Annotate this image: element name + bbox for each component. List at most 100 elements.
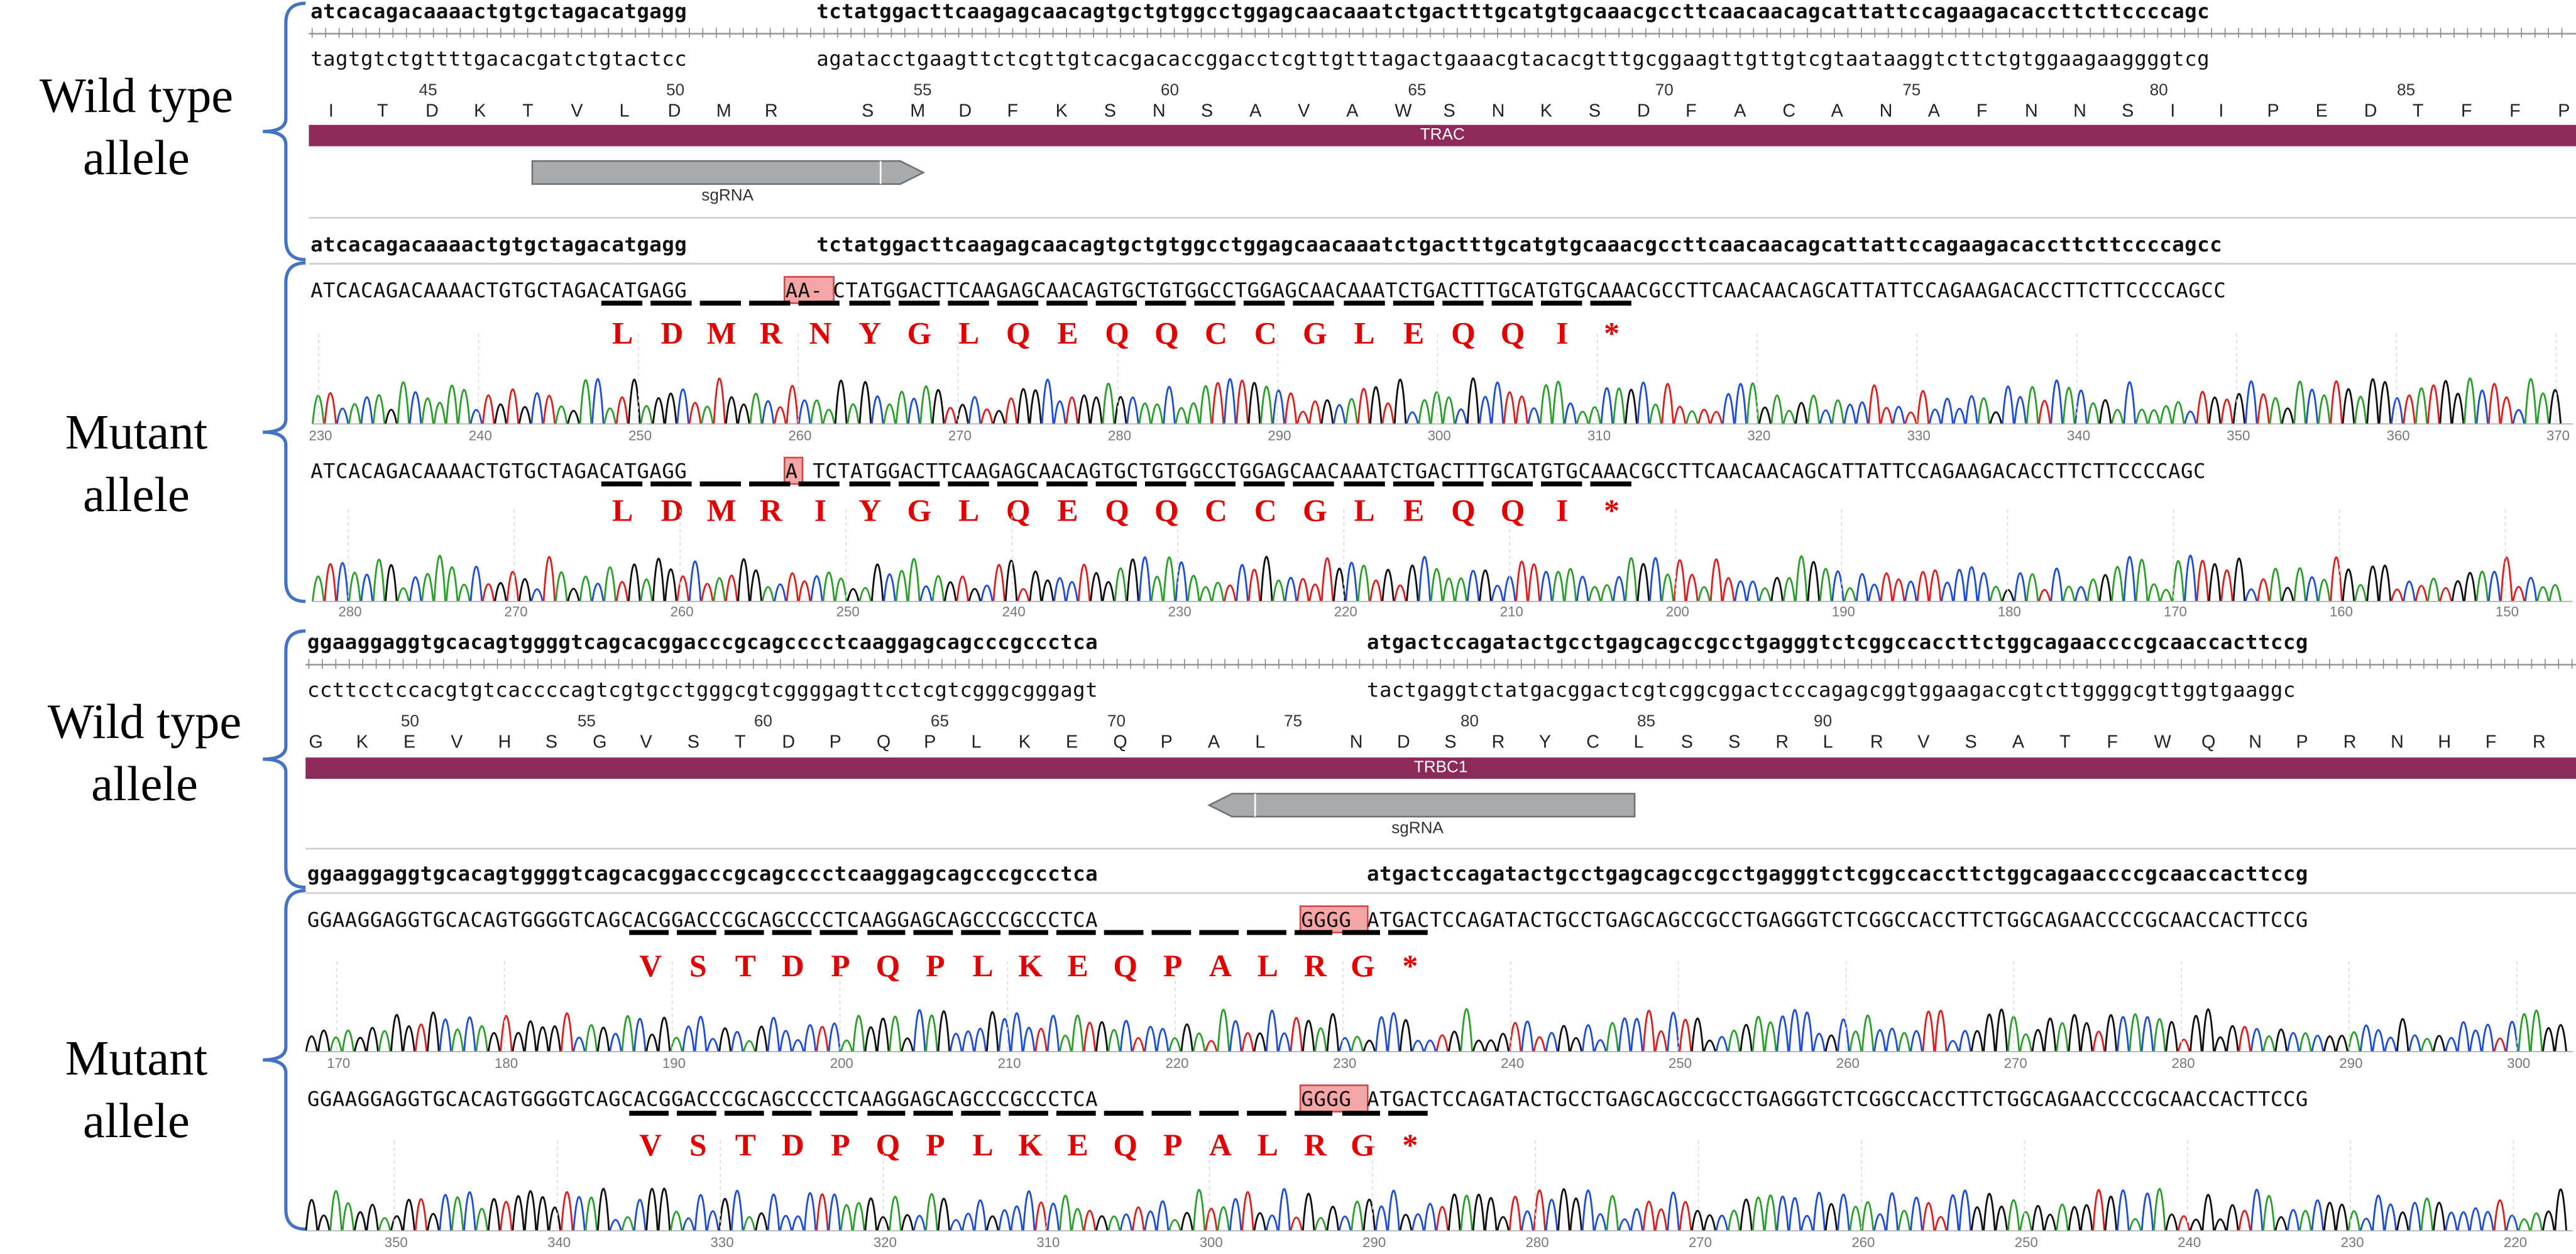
trace-peak	[2432, 1201, 2446, 1231]
trace-peak	[1691, 1209, 1704, 1231]
trace-peak	[998, 1018, 1011, 1052]
codon-underline	[1293, 300, 1335, 306]
trace-peak	[567, 409, 580, 424]
trace-peak	[949, 1219, 963, 1231]
trace-peak	[985, 1215, 999, 1231]
trace-peak	[1387, 1189, 1400, 1231]
trace-peak	[1090, 572, 1103, 602]
trace-peak	[1751, 1016, 1765, 1052]
trace-peak	[1594, 1213, 1607, 1231]
trace-peak	[1022, 1190, 1036, 1231]
trace-peak	[390, 1215, 403, 1231]
trace-peak	[1150, 576, 1164, 602]
trace-peak	[341, 1029, 355, 1052]
trace-peak	[1812, 1032, 1826, 1052]
trace-peak	[1849, 1030, 1863, 1052]
codon-underline	[601, 300, 643, 306]
ref-bottom-strand-left: tagtgtctgttttgacacgatctgtactcc	[310, 46, 688, 71]
amino-acid-label: I	[1556, 317, 1569, 352]
trace-peak	[1831, 570, 1844, 602]
position-number: 65	[1408, 82, 1427, 101]
trace-peak	[791, 1215, 804, 1231]
trace-peak	[2019, 1033, 2032, 1052]
trace-peak	[1843, 587, 1857, 602]
translation-aa: R	[2343, 732, 2357, 753]
trace-peak	[2257, 393, 2270, 424]
trace-peak	[1843, 404, 1857, 424]
read2-seq-right: TCTATGGACTTCAAGAGCAACAGTGCTGTGGCCTGGAGCA…	[800, 458, 2206, 483]
amino-acid-label: T	[735, 1128, 756, 1163]
amino-acid-label: R	[759, 317, 782, 352]
trace-peak	[1411, 1213, 1425, 1231]
trace-tick-label: 210	[1499, 603, 1523, 620]
trace-peak	[378, 1030, 392, 1052]
trace-peak	[1119, 1213, 1133, 1231]
amino-acid-label: L	[1354, 494, 1375, 529]
trace-peak	[1795, 402, 1808, 424]
trace-peak	[451, 1028, 464, 1052]
trace-peak	[1770, 394, 1784, 424]
trace-peak	[1168, 1219, 1181, 1231]
trace-peak	[1357, 564, 1371, 602]
translation-aa: D	[958, 102, 972, 122]
trace-peak	[2505, 1020, 2519, 1052]
trace-tick-label: 370	[2546, 427, 2570, 444]
amino-acid-label: L	[972, 949, 994, 984]
trace-peak	[1041, 579, 1055, 602]
trace-peak	[1515, 395, 1528, 424]
trace-peak	[2323, 1035, 2337, 1052]
trace-peak	[360, 396, 374, 424]
trace-peak	[2293, 567, 2306, 602]
translation-aa: D	[425, 102, 439, 122]
trace-peak	[1800, 1011, 1814, 1052]
trace-tick-label: 300	[2507, 1055, 2531, 1072]
trace-peak	[1648, 557, 1662, 602]
trace-peak	[512, 1031, 525, 1052]
translation-aa: C	[1782, 102, 1796, 122]
trace-peak	[1995, 1206, 2009, 1231]
trace-peak	[1369, 579, 1383, 602]
wt-label-line2: allele	[91, 757, 198, 812]
trace-peak	[2116, 1189, 2130, 1231]
trace-peak	[2177, 1215, 2191, 1231]
trace-peak	[1083, 1021, 1097, 1052]
translation-aa: A	[2012, 732, 2025, 753]
trace-peak	[560, 1012, 574, 1052]
trace-peak	[1807, 394, 1821, 424]
trace-peak	[1989, 586, 2003, 602]
insertion-highlight	[1299, 1084, 1369, 1113]
trace-peak	[1284, 576, 1298, 602]
trace-peak	[1508, 1021, 1522, 1052]
trace-peak	[2080, 1204, 2093, 1231]
trac-gene-bar: TRAC	[309, 124, 2576, 146]
trace-peak	[822, 571, 836, 602]
trace-peak	[2220, 569, 2233, 602]
trace-peak	[985, 1011, 999, 1052]
trace-peak	[803, 1192, 817, 1231]
trace-peak	[1247, 568, 1261, 602]
trace-peak	[1362, 1039, 1376, 1052]
trace-peak	[1533, 1189, 1547, 1231]
trace-peak	[810, 399, 823, 424]
trace-peak	[2335, 1035, 2349, 1052]
codon-underline	[1145, 481, 1187, 487]
trace-peak	[542, 556, 556, 602]
trace-peak	[1916, 390, 1930, 424]
trace-peak	[324, 392, 337, 424]
trace-tick-label: 270	[504, 603, 528, 620]
trace-peak	[767, 1016, 781, 1052]
wt-label-line1: Wild type	[47, 695, 242, 750]
trace-peak	[463, 1191, 476, 1231]
trace-peak	[378, 1217, 392, 1231]
translation-aa: P	[2558, 102, 2570, 122]
trace-peak	[1855, 573, 1869, 602]
trace-peak	[2384, 1037, 2398, 1052]
trace-peak	[1077, 394, 1091, 424]
trace-tick-label: 250	[628, 427, 652, 444]
trace-peak	[1679, 1201, 1692, 1231]
trace-peak	[2116, 1016, 2130, 1052]
trace-peak	[2518, 1218, 2531, 1231]
trace-tick-label: 270	[948, 427, 972, 444]
trace-peak	[2050, 379, 2063, 424]
trace-peak	[584, 1196, 598, 1231]
